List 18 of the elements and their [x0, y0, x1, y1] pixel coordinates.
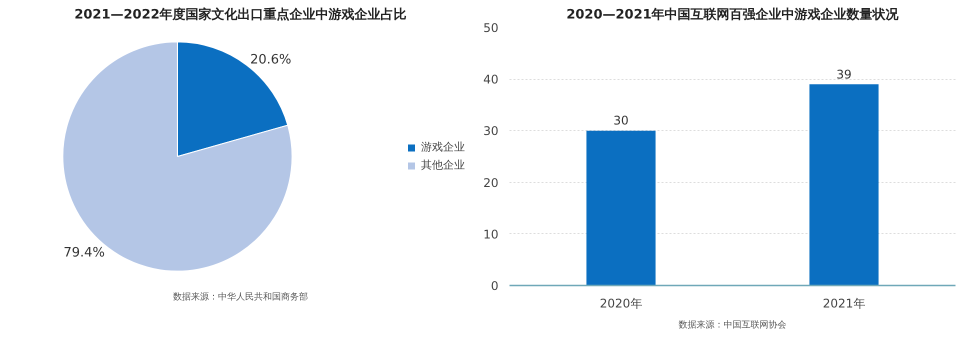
source-note: 数据来源：中华人民共和国商务部: [173, 292, 308, 302]
x-tick-label: 2020年: [600, 296, 642, 310]
chart-title: 2021—2022年度国家文化出口重点企业中游戏企业占比: [74, 6, 407, 22]
data-label: 39: [836, 67, 852, 82]
data-label: 30: [613, 114, 629, 128]
data-label: 79.4%: [63, 245, 105, 260]
source-note: 数据来源：中国互联网协会: [678, 320, 786, 330]
y-tick-label: 10: [483, 227, 499, 242]
legend-label: 其他企业: [421, 158, 465, 172]
y-tick-label: 20: [483, 176, 499, 190]
chart-title: 2020—2021年中国互联网百强企业中游戏企业数量状况: [566, 8, 900, 22]
legend-label: 游戏企业: [421, 140, 465, 154]
y-tick-label: 0: [490, 279, 499, 293]
data-label: 20.6%: [250, 52, 292, 68]
y-tick-label: 40: [483, 72, 499, 87]
x-tick-label: 2021年: [822, 296, 866, 310]
y-tick-label: 50: [483, 21, 499, 35]
y-tick-label: 30: [483, 124, 499, 138]
